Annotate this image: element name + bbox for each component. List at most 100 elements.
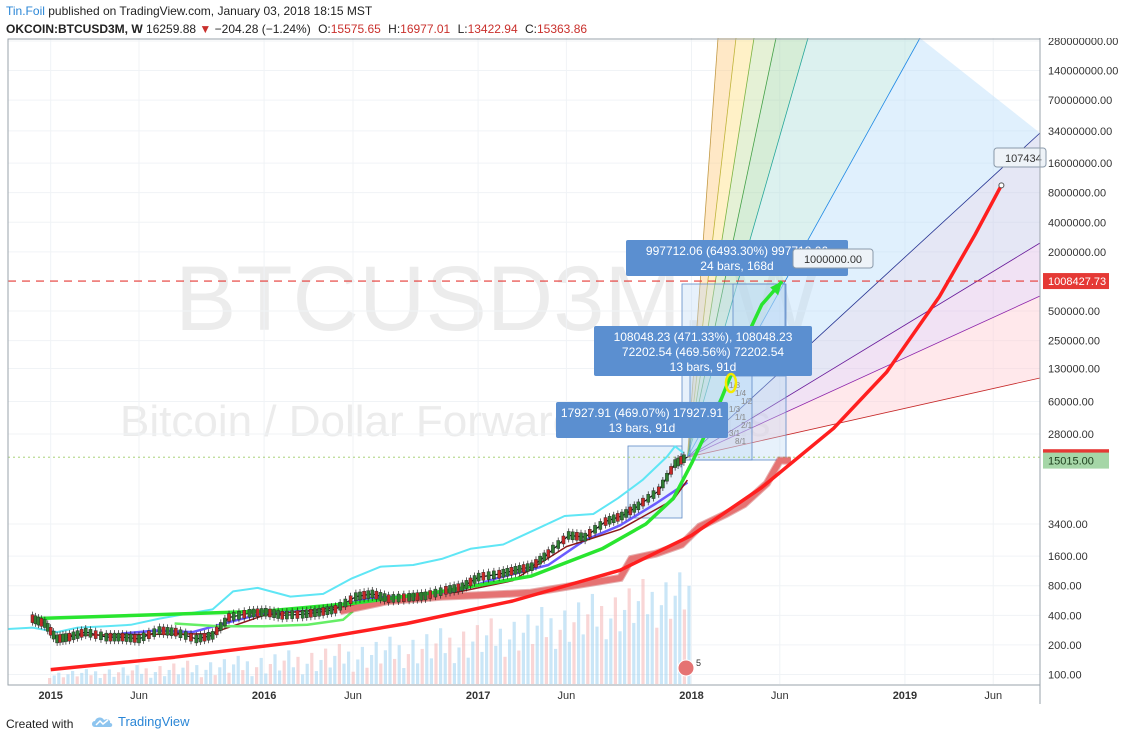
volume-bar [508,639,512,684]
candle-body [358,591,362,601]
upper-target-text: 107434 [1005,153,1042,165]
candle-body [247,609,252,618]
callout-text: 13 bars, 91d [609,421,676,435]
candle-body [607,515,612,525]
candle-body [112,632,117,642]
callout-text: 72202.54 (469.56%) 72202.54 [622,345,784,359]
volume-bar [98,677,102,684]
candle-body [679,456,683,465]
series-line [50,184,1003,672]
volume-bar [75,676,79,684]
candle-body [526,563,530,572]
candle-body [593,525,597,534]
candle-body [438,587,443,596]
volume-bar [443,653,447,684]
y-tick-label: 200.00 [1048,640,1082,652]
volume-bar [273,654,277,684]
candle-body [669,466,673,475]
candle-body [198,633,203,643]
volume-bar [434,643,438,684]
y-tick-label: 800.00 [1048,581,1082,593]
candle-body [93,630,98,639]
volume-bar [650,591,654,684]
candle-body [561,535,566,545]
candle-body [300,610,305,619]
volume-bar [314,671,318,684]
x-tick-label: Jun [130,690,148,702]
candle-body [210,631,215,640]
candle-body [321,607,325,616]
upper-target-box [993,147,1047,168]
flag-icon [677,659,695,677]
volume-bar [204,669,208,684]
y-tick-label: 8000000.00 [1048,188,1106,200]
candle-body [39,618,44,627]
price-chart[interactable]: BTCUSD3M, W Bitcoin / Dollar Forward 3 M… [0,38,1131,705]
volume-bar [103,673,107,684]
candle-body [128,633,133,643]
volume-bar [57,672,61,684]
volume-bar [485,635,489,684]
volume-bar [558,629,562,684]
volume-bar [655,627,659,684]
open-value: 15575.65 [330,22,381,36]
volume-bar [176,674,180,684]
volume-bar [310,652,314,684]
volume-bar [264,673,268,684]
candle-body [272,609,276,618]
x-tick-label: 2016 [252,690,276,702]
candle-body [343,598,348,608]
tradingview-link[interactable]: TradingView [90,714,190,729]
volume-bar [526,614,530,684]
target-anchor [998,182,1005,189]
candle-body [338,601,342,611]
volume-bar [66,674,70,684]
volume-bar [199,677,203,684]
candle-body [290,610,294,619]
x-tick-label: 2018 [679,690,703,702]
y-tick-label: 3400.00 [1048,519,1088,531]
candle-body [285,610,289,620]
volume-bar [319,659,323,684]
y-tick-label: 1600.00 [1048,551,1088,563]
candle-body [472,575,477,584]
candle-body [624,509,628,518]
volume-bar [48,678,52,684]
volume-bar [365,667,369,684]
candle-body [386,594,391,603]
volume-bar [71,670,75,684]
last-price: 16259.88 [146,22,197,36]
volume-bar [618,631,622,684]
candle-body [370,589,375,599]
candle-body [295,610,300,619]
fan-ratio-label: 1/1 [735,413,747,422]
volume-bar [425,634,429,684]
volume-bar [370,655,374,684]
candle-body [194,634,199,644]
y-tick-label: 250000.00 [1048,336,1100,348]
candle-body [366,590,370,599]
volume-bar [190,672,194,684]
volume-bar [521,632,525,684]
volume-bar [420,648,424,684]
fan-ratio-label: 1/3 [729,405,741,414]
volume-bar [52,675,56,684]
volume-bar [489,618,493,684]
candle-body [551,544,555,554]
publish-line: Tin.Foil published on TradingView.com, J… [6,4,372,18]
candle-body [309,609,313,618]
callout-box [556,402,728,438]
x-tick-label: Jun [984,690,1002,702]
x-tick-label: 2017 [466,690,490,702]
author-link[interactable]: Tin.Foil [6,4,45,18]
down-triangle-icon: ▼ [199,22,212,36]
candle-body [616,513,620,522]
candle-body [223,617,227,627]
volume-bar [347,651,351,684]
candle-body [33,615,38,625]
open-label: O: [318,22,331,36]
candle-body [161,626,166,636]
candle-body [628,506,632,516]
volume-bar [112,676,116,684]
volume-bar [158,666,162,684]
